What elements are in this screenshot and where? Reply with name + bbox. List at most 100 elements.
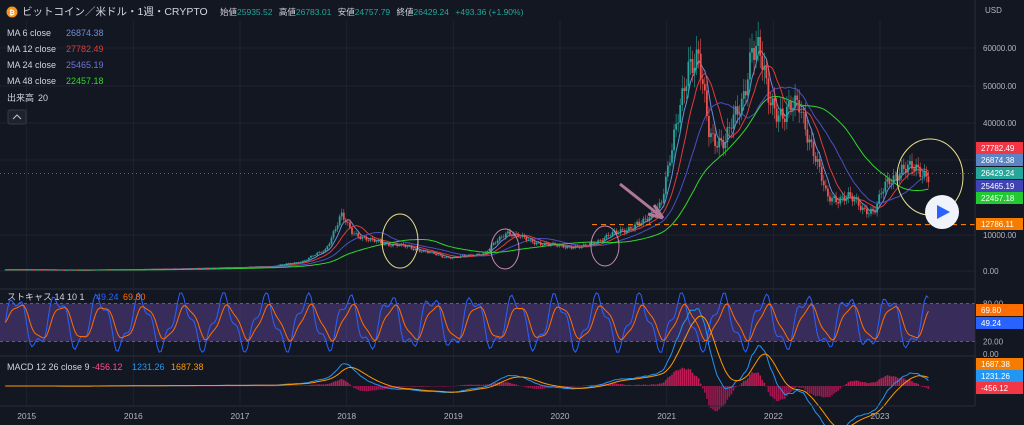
candle-body [459, 255, 462, 258]
candle-body [330, 237, 333, 244]
macd-histogram-bar [340, 378, 343, 386]
macd-pane[interactable]: MACD 12 26 close 9 -456.12 1231.26 1687.… [4, 308, 1023, 425]
candle-body [225, 267, 228, 269]
candle-body [829, 196, 831, 202]
macd-histogram-bar [788, 386, 790, 394]
candle-body [14, 269, 17, 271]
candle-body [291, 263, 294, 264]
candle-body [451, 257, 454, 259]
price-marker-label: 26874.38 [981, 156, 1015, 165]
candle-body [894, 175, 897, 177]
macd-histogram-bar [355, 386, 357, 389]
candle-body [630, 227, 632, 229]
macd-histogram-bar [568, 386, 571, 387]
candle-body [669, 162, 671, 166]
macd-histogram-bar [902, 378, 905, 386]
price-marker [976, 167, 1023, 179]
macd-histogram-bar [665, 379, 667, 386]
candle-body [18, 269, 21, 271]
candle-body [197, 268, 200, 269]
macd-histogram-bar [837, 386, 839, 391]
legend-volume-label[interactable]: 出来高 [7, 92, 34, 103]
candle-body [65, 270, 68, 271]
candle-body [724, 142, 727, 149]
candle-body [695, 49, 698, 68]
candle-body [320, 252, 323, 253]
candle-body [230, 267, 232, 269]
macd-histogram-bar [767, 386, 770, 393]
symbol-title[interactable]: ビットコイン／米ドル・1週・CRYPTO [22, 5, 208, 18]
candle-body [607, 234, 610, 236]
ohlc-change: +493.36 (+1.90%) [455, 7, 523, 17]
macd-histogram-bar [671, 374, 673, 386]
macd-histogram-bar [404, 386, 407, 387]
legend-ma12-label[interactable]: MA 12 close [7, 44, 56, 54]
candle-body [349, 222, 351, 228]
legend-ma48-label[interactable]: MA 48 close [7, 76, 56, 86]
candle-body [744, 91, 747, 96]
macd-histogram-bar [761, 379, 764, 386]
candle-body [37, 269, 40, 271]
time-label: 2016 [124, 411, 143, 421]
candle-body [70, 270, 72, 271]
candle-body [361, 237, 364, 239]
macd-histogram-bar [706, 386, 708, 399]
macd-histogram-bar [523, 386, 526, 387]
macd-histogram-bar [328, 383, 331, 386]
candle-body [521, 235, 524, 237]
candle-body [556, 244, 559, 247]
macd-histogram-bar [708, 386, 710, 406]
macd-histogram-bar [724, 386, 727, 404]
candle-body [738, 114, 741, 116]
macd-histogram-bar [373, 386, 376, 391]
legend-ma24-label[interactable]: MA 24 close [7, 60, 56, 70]
macd-histogram-bar [527, 386, 530, 388]
macd-histogram-bar [429, 386, 431, 387]
candle-body [131, 269, 134, 271]
candle-body [785, 106, 788, 122]
macd-histogram-bar [636, 384, 638, 386]
candle-body [675, 123, 678, 130]
macd-histogram-bar [796, 386, 798, 387]
macd-histogram-bar [363, 386, 366, 391]
candle-body [619, 229, 622, 233]
candle-body [662, 193, 665, 203]
candle-body [41, 269, 44, 271]
stochastic-pane[interactable]: ストキャス 14 10 1 49.24 69.80 80.0020.000.00… [0, 291, 1023, 359]
candle-body [652, 211, 655, 214]
candle-body [47, 269, 50, 271]
candle-body [74, 270, 76, 271]
macd-histogram-bar [349, 384, 351, 386]
time-label: 2023 [871, 411, 890, 421]
collapse-legend-button[interactable] [7, 109, 27, 125]
candle-body [853, 199, 856, 202]
candle-body [878, 194, 881, 204]
candle-body [305, 259, 308, 261]
replay-play-button[interactable] [925, 195, 959, 229]
candle-body [484, 252, 487, 254]
stochastic-marker [976, 316, 1023, 329]
macd-histogram-bar [677, 370, 679, 386]
legend-ma6-label[interactable]: MA 6 close [7, 28, 51, 38]
price-pane[interactable]: USD 60000.0050000.0040000.0030000.001000… [0, 6, 1023, 276]
macd-histogram-bar [712, 386, 714, 410]
candle-body [193, 268, 195, 270]
candle-body [468, 254, 470, 256]
macd-histogram-bar [810, 386, 813, 394]
candle-body [597, 240, 600, 244]
candle-body [765, 66, 768, 79]
candle-body [808, 139, 811, 143]
candle-body [767, 78, 770, 103]
candle-body [68, 270, 70, 271]
candle-body [720, 138, 723, 141]
macd-histogram-bar [556, 386, 558, 388]
macd-histogram-bar [396, 386, 398, 388]
macd-histogram-bar [925, 386, 928, 388]
candle-body [925, 171, 928, 177]
candle-body [215, 268, 218, 269]
chevron-up-icon [12, 114, 22, 120]
macd-histogram-bar [537, 386, 540, 389]
candle-body [699, 53, 702, 80]
candle-body [728, 127, 731, 128]
